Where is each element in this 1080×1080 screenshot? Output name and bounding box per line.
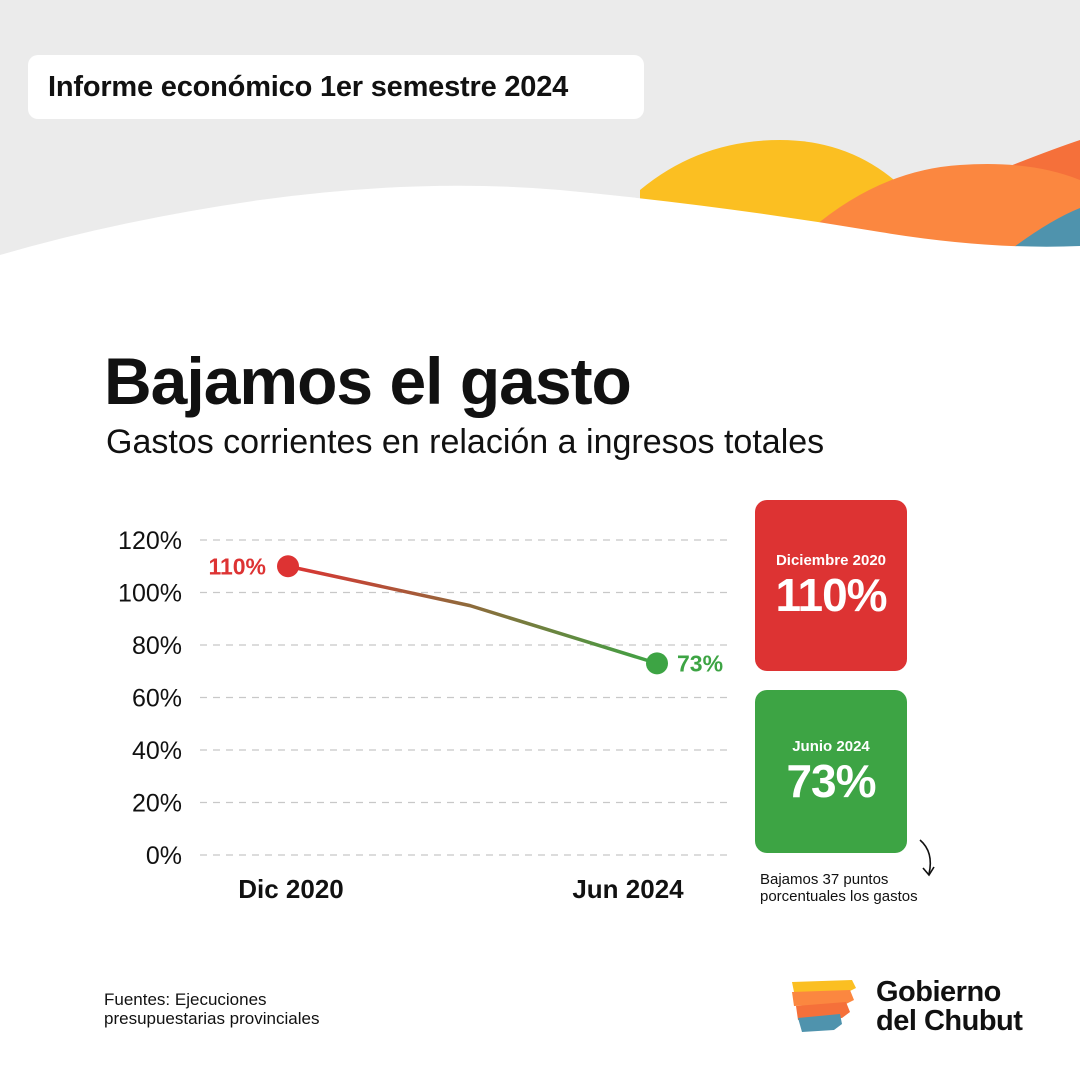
note-line-1: Bajamos 37 puntos (760, 871, 889, 888)
card-jun-2024-value: 73% (786, 754, 876, 807)
x-tick-label: Jun 2024 (572, 874, 684, 904)
page-subtitle: Gastos corrientes en relación a ingresos… (106, 423, 825, 461)
data-point-dec-2020 (277, 555, 299, 578)
note-text: Bajamos 37 puntos porcentuales los gasto… (760, 871, 918, 906)
page-title: Bajamos el gasto (104, 344, 632, 418)
note-line-2: porcentuales los gastos (760, 888, 918, 906)
y-tick-label: 80% (132, 632, 182, 660)
x-tick-label: Dic 2020 (238, 874, 344, 904)
y-tick-label: 40% (132, 737, 182, 765)
card-dec-2020-label: Diciembre 2020 (775, 552, 887, 570)
data-point-jun-2024 (646, 652, 668, 675)
card-jun-2024: Junio 2024 73% (755, 690, 907, 853)
logo-line-2: del Chubut (876, 1005, 1023, 1037)
white-wave (0, 185, 1080, 1080)
source-line-1: Fuentes: Ejecuciones (104, 990, 267, 1009)
report-label: Informe económico 1er semestre 2024 (48, 70, 569, 103)
logo-line-1: Gobierno (876, 976, 1001, 1008)
card-jun-2024-label: Junio 2024 (792, 738, 870, 756)
data-label-dec-2020: 110% (208, 553, 266, 579)
logo-text: Gobierno del Chubut (876, 976, 1023, 1037)
source-text: Fuentes: Ejecuciones presupuestarias pro… (104, 990, 320, 1028)
chubut-logo-icon (792, 980, 856, 1032)
y-tick-label: 120% (118, 527, 182, 555)
curved-arrow-icon (919, 839, 935, 877)
source-line-2: presupuestarias provinciales (104, 1008, 320, 1028)
report-label-pill: Informe económico 1er semestre 2024 (28, 55, 644, 119)
y-tick-label: 100% (118, 580, 182, 608)
y-tick-label: 60% (132, 685, 182, 713)
y-tick-label: 0% (146, 842, 182, 870)
y-tick-label: 20% (132, 790, 182, 818)
series-line (287, 564, 658, 666)
data-label-jun-2024: 73% (677, 650, 723, 676)
card-dec-2020-value: 110% (775, 568, 887, 621)
card-dec-2020: Diciembre 2020 110% (755, 500, 907, 671)
